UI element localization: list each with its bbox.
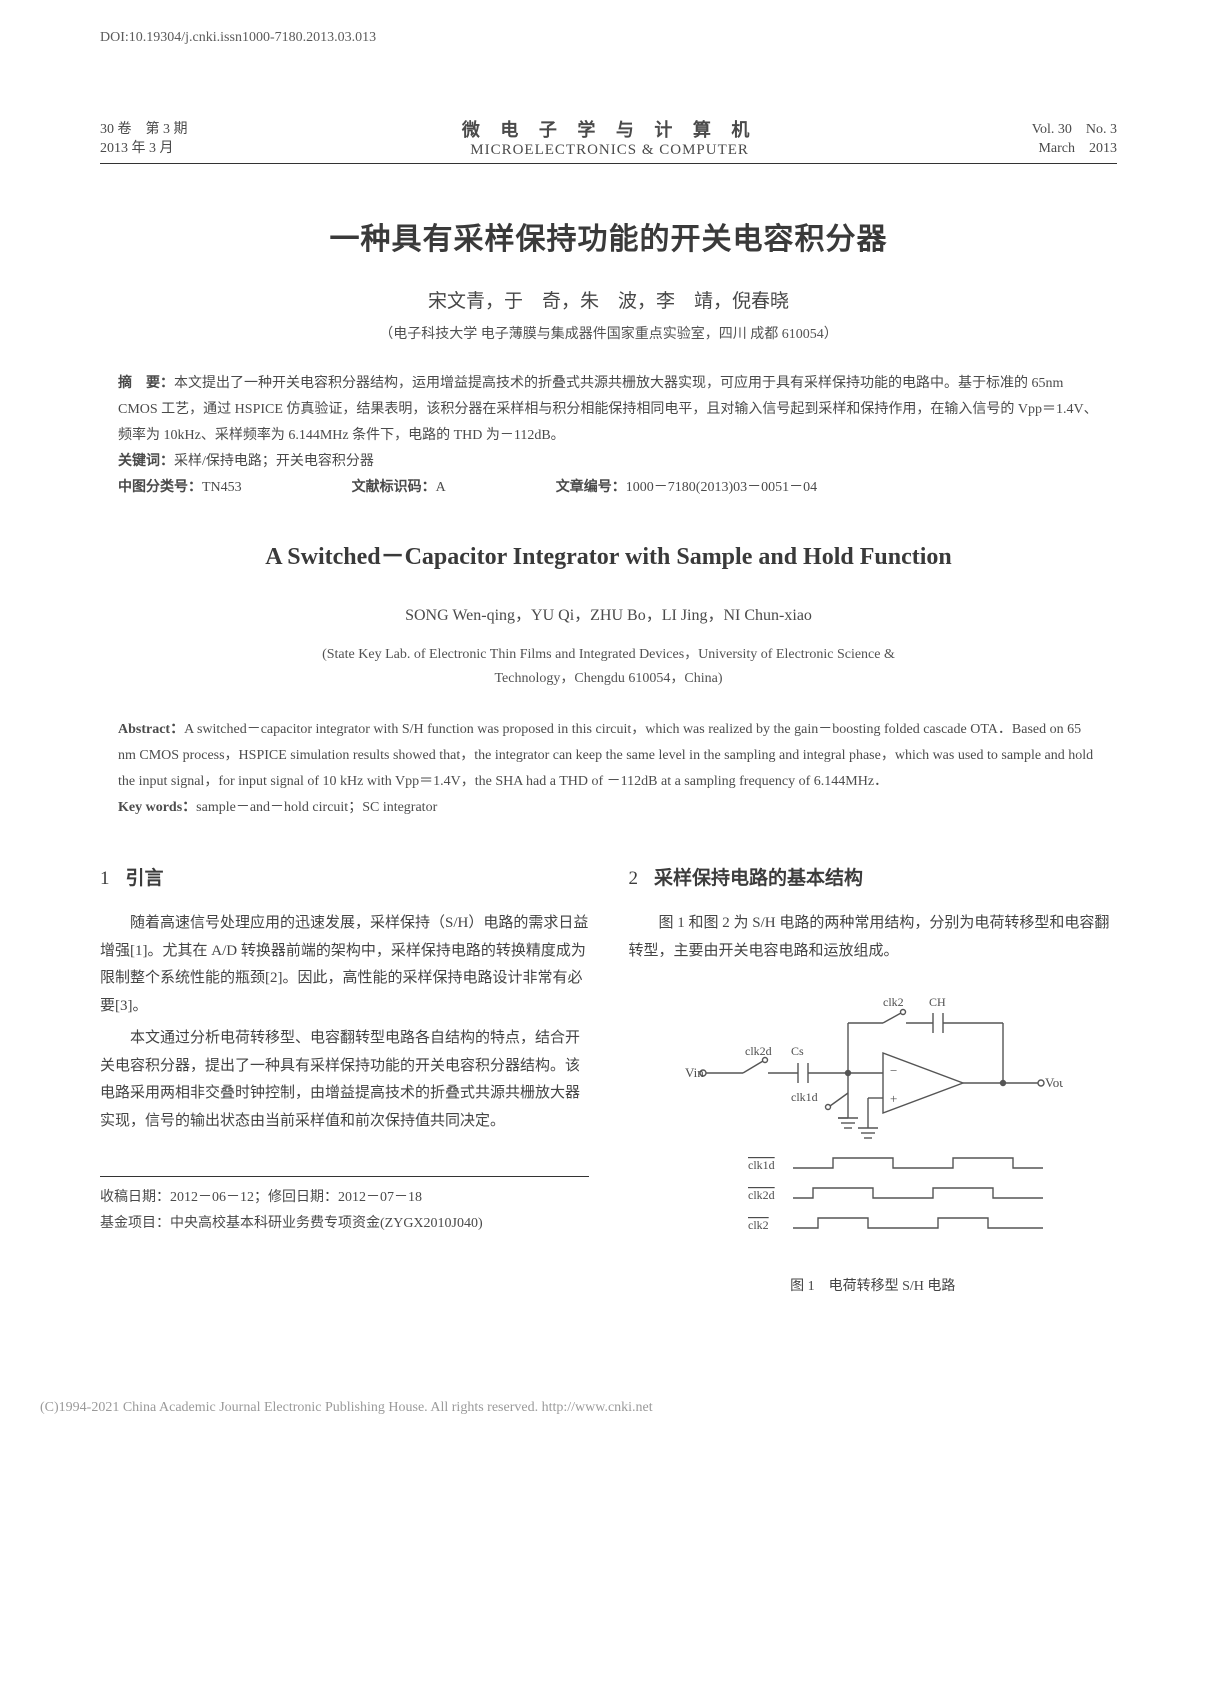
section2-title: 采样保持电路的基本结构 [654,868,863,889]
abstract-en: Abstract：A switched－capacitor integrator… [118,717,1099,795]
clk2-top-label: clk2 [883,995,904,1009]
section1-title: 引言 [126,868,164,889]
clk2-bar-label: clk2 [748,1218,769,1232]
ch-label: CH [929,995,946,1009]
abstract-block-en: Abstract：A switched－capacitor integrator… [118,717,1099,821]
abstract-label-en: Abstract： [118,722,184,737]
clc: 中图分类号：TN453 [118,475,242,501]
authors-cn: 宋文青，于 奇，朱 波，李 靖，倪春晓 [100,286,1117,313]
doc-code-label: 文献标识码： [352,480,436,495]
journal-name-en: MICROELECTRONICS & COMPUTER [462,142,758,159]
circuit-diagram-icon: Vin Vout clk2d Cs clk2 CH clk1d − + clk1… [683,983,1063,1253]
section1-p2: 本文通过分析电荷转移型、电容翻转型电路各自结构的特点，结合开关电容积分器，提出了… [100,1025,589,1136]
authors-en: SONG Wen-qing，YU Qi，ZHU Bo，LI Jing，NI Ch… [100,601,1117,625]
abstract-cn: 摘 要：本文提出了一种开关电容积分器结构，运用增益提高技术的折叠式共源共栅放大器… [118,371,1099,449]
keywords-en: Key words：sample－and－hold circuit；SC int… [118,795,1099,821]
vin-label: Vin [685,1065,704,1080]
affiliation-en: (State Key Lab. of Electronic Thin Films… [100,643,1117,691]
doc-code: 文献标识码：A [352,475,446,501]
figure1: Vin Vout clk2d Cs clk2 CH clk1d − + clk1… [683,983,1063,1300]
clc-label: 中图分类号： [118,480,202,495]
clk2d-bar-label: clk2d [748,1188,775,1202]
svg-text:+: + [890,1091,897,1106]
keywords-text-cn: 采样/保持电路；开关电容积分器 [174,454,374,469]
left-column: 1 引言 随着高速信号处理应用的迅速发展，采样保持（S/H）电路的需求日益增强[1… [100,861,589,1310]
issue-date-cn: 2013 年 3 月 [100,139,188,159]
figure1-caption: 图 1 电荷转移型 S/H 电路 [683,1274,1063,1300]
cs-label: Cs [791,1044,804,1058]
affiliation-cn: （电子科技大学 电子薄膜与集成器件国家重点实验室，四川 成都 610054） [100,323,1117,343]
title-cn: 一种具有采样保持功能的开关电容积分器 [100,214,1117,258]
right-column: 2 采样保持电路的基本结构 图 1 和图 2 为 S/H 电路的两种常用结构，分别… [629,861,1118,1310]
doc-code-text: A [436,480,446,495]
keywords-text-en: sample－and－hold circuit；SC integrator [196,800,437,815]
header-right: Vol. 30 No. 3 March 2013 [1032,120,1117,159]
classification-row: 中图分类号：TN453 文献标识码：A 文章编号：1000－7180(2013)… [118,475,1099,501]
keywords-cn: 关键词：采样/保持电路；开关电容积分器 [118,449,1099,475]
abstract-block-cn: 摘 要：本文提出了一种开关电容积分器结构，运用增益提高技术的折叠式共源共栅放大器… [118,371,1099,500]
title-en: A Switched－Capacitor Integrator with Sam… [100,536,1117,571]
section2-p1: 图 1 和图 2 为 S/H 电路的两种常用结构，分别为电荷转移型和电容翻转型，… [629,910,1118,966]
clc-text: TN453 [202,480,242,495]
section2-num: 2 [629,868,639,889]
clk1d-bar-label: clk1d [748,1158,775,1172]
issue-date-en: March 2013 [1032,139,1117,159]
section2-head: 2 采样保持电路的基本结构 [629,861,1118,896]
fund-info: 基金项目：中央高校基本科研业务费专项资金(ZYGX2010J040) [100,1211,589,1237]
section1-p1: 随着高速信号处理应用的迅速发展，采样保持（S/H）电路的需求日益增强[1]。尤其… [100,910,589,1021]
page-header: 30 卷 第 3 期 2013 年 3 月 微 电 子 学 与 计 算 机 MI… [100,116,1117,164]
issue-vol-cn: 30 卷 第 3 期 [100,120,188,140]
keywords-label-cn: 关键词： [118,454,174,469]
keywords-label-en: Key words： [118,800,196,815]
article-no-text: 1000－7180(2013)03－0051－04 [626,480,817,495]
abstract-text-cn: 本文提出了一种开关电容积分器结构，运用增益提高技术的折叠式共源共栅放大器实现，可… [118,376,1098,443]
footer-meta: 收稿日期：2012－06－12；修回日期：2012－07－18 基金项目：中央高… [100,1176,589,1237]
abstract-text-en: A switched－capacitor integrator with S/H… [118,722,1093,789]
affil-en-l2: Technology，Chengdu 610054，China) [100,667,1117,691]
journal-name-cn: 微 电 子 学 与 计 算 机 [462,116,758,142]
svg-text:−: − [890,1063,897,1078]
issue-vol-en: Vol. 30 No. 3 [1032,120,1117,140]
copyright-footer: (C)1994-2021 China Academic Journal Elec… [0,1370,1217,1446]
affil-en-l1: (State Key Lab. of Electronic Thin Films… [100,643,1117,667]
clk1d-label: clk1d [791,1090,818,1104]
body-columns: 1 引言 随着高速信号处理应用的迅速发展，采样保持（S/H）电路的需求日益增强[1… [100,861,1117,1310]
section1-head: 1 引言 [100,861,589,896]
article-no: 文章编号：1000－7180(2013)03－0051－04 [556,475,817,501]
header-left: 30 卷 第 3 期 2013 年 3 月 [100,120,188,159]
header-center: 微 电 子 学 与 计 算 机 MICROELECTRONICS & COMPU… [462,116,758,159]
section1-num: 1 [100,868,110,889]
vout-label: Vout [1045,1075,1063,1090]
doi: DOI:10.19304/j.cnki.issn1000-7180.2013.0… [100,30,1117,46]
received-date: 收稿日期：2012－06－12；修回日期：2012－07－18 [100,1185,589,1211]
article-no-label: 文章编号： [556,480,626,495]
clk2d-top-label: clk2d [745,1044,772,1058]
abstract-label-cn: 摘 要： [118,376,174,391]
